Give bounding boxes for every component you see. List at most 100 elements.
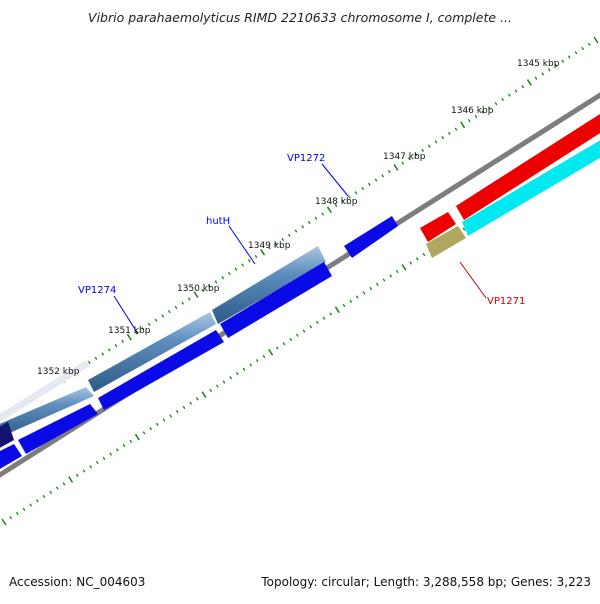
- inner-tick-minor: [262, 354, 266, 359]
- feature-steelblue-3[interactable]: [212, 246, 326, 324]
- outer-tick-minor: [101, 352, 105, 356]
- inner-tick-minor: [109, 452, 113, 456]
- inner-tick-minor: [382, 278, 386, 282]
- inner-tick-minor: [9, 516, 13, 520]
- inner-tick-minor: [169, 414, 173, 418]
- outer-tick-minor: [174, 305, 178, 310]
- inner-tick-minor: [309, 325, 313, 329]
- feature-khaki[interactable]: [426, 226, 466, 258]
- inner-tick-minor: [129, 439, 133, 443]
- outer-tick-minor: [254, 254, 258, 259]
- inner-tick-minor: [389, 274, 393, 278]
- gene-label-huth[interactable]: hutH: [206, 216, 230, 227]
- inner-tick-major: [134, 433, 140, 441]
- outer-tick-minor: [114, 343, 118, 348]
- outer-tick-minor: [347, 195, 351, 199]
- feature-blue-5[interactable]: [344, 216, 398, 258]
- inner-tick-minor: [462, 227, 466, 231]
- inner-tick-minor: [355, 295, 359, 299]
- feature-blue-3[interactable]: [98, 330, 224, 410]
- feature-blue-4[interactable]: [220, 262, 332, 338]
- outer-tick-minor: [247, 259, 251, 263]
- feature-steelblue-2[interactable]: [88, 312, 216, 392]
- inner-tick-minor: [195, 397, 199, 401]
- leader-vp1272: [321, 163, 349, 197]
- outer-tick-minor: [241, 263, 245, 267]
- inner-tick-minor: [315, 320, 319, 325]
- inner-tick-minor: [102, 456, 106, 460]
- outer-tick-minor: [454, 127, 458, 131]
- outer-tick-minor: [227, 271, 231, 276]
- feature-blue-1[interactable]: [0, 444, 22, 470]
- feature-red-1[interactable]: [420, 212, 456, 242]
- gene-label-vp1272[interactable]: VP1272: [287, 153, 325, 164]
- scale-label-1352: 1352 kbp: [37, 367, 80, 377]
- gene-label-vp1274[interactable]: VP1274: [78, 285, 116, 296]
- inner-tick-major: [1, 518, 7, 526]
- outer-tick-minor: [494, 102, 498, 106]
- feature-blue-2[interactable]: [18, 404, 98, 454]
- outer-tick-minor: [541, 72, 545, 76]
- gene-label-vp1271[interactable]: VP1271: [487, 296, 525, 307]
- outer-tick-minor: [274, 242, 278, 246]
- inner-tick-minor: [175, 410, 179, 414]
- feature-cyan[interactable]: [462, 138, 600, 236]
- outer-tick-major: [260, 248, 266, 256]
- inner-tick-minor: [415, 257, 419, 261]
- scale-label-1349: 1349 kbp: [248, 241, 291, 251]
- outer-tick-minor: [507, 93, 511, 97]
- leader-huth: [228, 225, 256, 265]
- outer-tick-major: [326, 206, 332, 214]
- inner-tick-minor: [189, 401, 193, 405]
- outer-tick-minor: [267, 246, 271, 250]
- outer-tick-minor: [367, 182, 371, 186]
- outer-tick-major: [460, 121, 466, 129]
- inner-tick-minor: [395, 269, 399, 274]
- feature-steelblue-1-body[interactable]: [0, 387, 94, 438]
- outer-tick-minor: [361, 186, 365, 191]
- feature-navy[interactable]: [0, 422, 14, 450]
- inner-tick-minor: [375, 282, 379, 286]
- inner-tick-minor: [49, 490, 53, 494]
- outer-scale-ticks: [1, 36, 599, 420]
- outer-tick-minor: [341, 199, 345, 203]
- outer-tick-minor: [407, 157, 411, 161]
- inner-tick-minor: [362, 291, 366, 295]
- outer-tick-minor: [314, 216, 318, 220]
- inner-tick-minor: [322, 316, 326, 320]
- outer-tick-minor: [554, 63, 558, 68]
- outer-tick-minor: [381, 174, 385, 178]
- outer-tick-minor: [387, 169, 391, 174]
- leader-vp1274: [113, 295, 139, 335]
- inner-tick-minor: [295, 333, 299, 337]
- outer-tick-minor: [221, 276, 225, 280]
- inner-tick-minor: [235, 371, 239, 376]
- inner-tick-minor: [55, 486, 59, 490]
- outer-tick-minor: [161, 314, 165, 318]
- outer-tick-minor: [187, 297, 191, 301]
- outer-tick-minor: [181, 301, 185, 305]
- inner-tick-minor: [249, 363, 253, 367]
- inner-tick-minor: [422, 252, 426, 257]
- outer-tick-minor: [401, 161, 405, 165]
- outer-tick-minor: [474, 114, 478, 119]
- inner-tick-minor: [289, 337, 293, 342]
- inner-tick-minor: [115, 448, 119, 452]
- outer-tick-minor: [94, 356, 98, 360]
- inner-tick-minor: [29, 503, 33, 507]
- outer-tick-minor: [487, 106, 491, 110]
- inner-tick-minor: [329, 312, 333, 316]
- outer-tick-major: [593, 36, 599, 44]
- inner-tick-minor: [122, 443, 126, 448]
- outer-tick-minor: [574, 51, 578, 55]
- outer-tick-minor: [441, 136, 445, 140]
- feature-steelblue-1[interactable]: [0, 360, 90, 426]
- inner-tick-minor: [62, 482, 66, 486]
- inner-tick-minor: [22, 507, 26, 511]
- inner-tick-minor: [155, 422, 159, 426]
- scale-label-1351: 1351 kbp: [108, 326, 151, 336]
- feature-red-2[interactable]: [456, 114, 600, 220]
- inner-tick-minor: [229, 376, 233, 380]
